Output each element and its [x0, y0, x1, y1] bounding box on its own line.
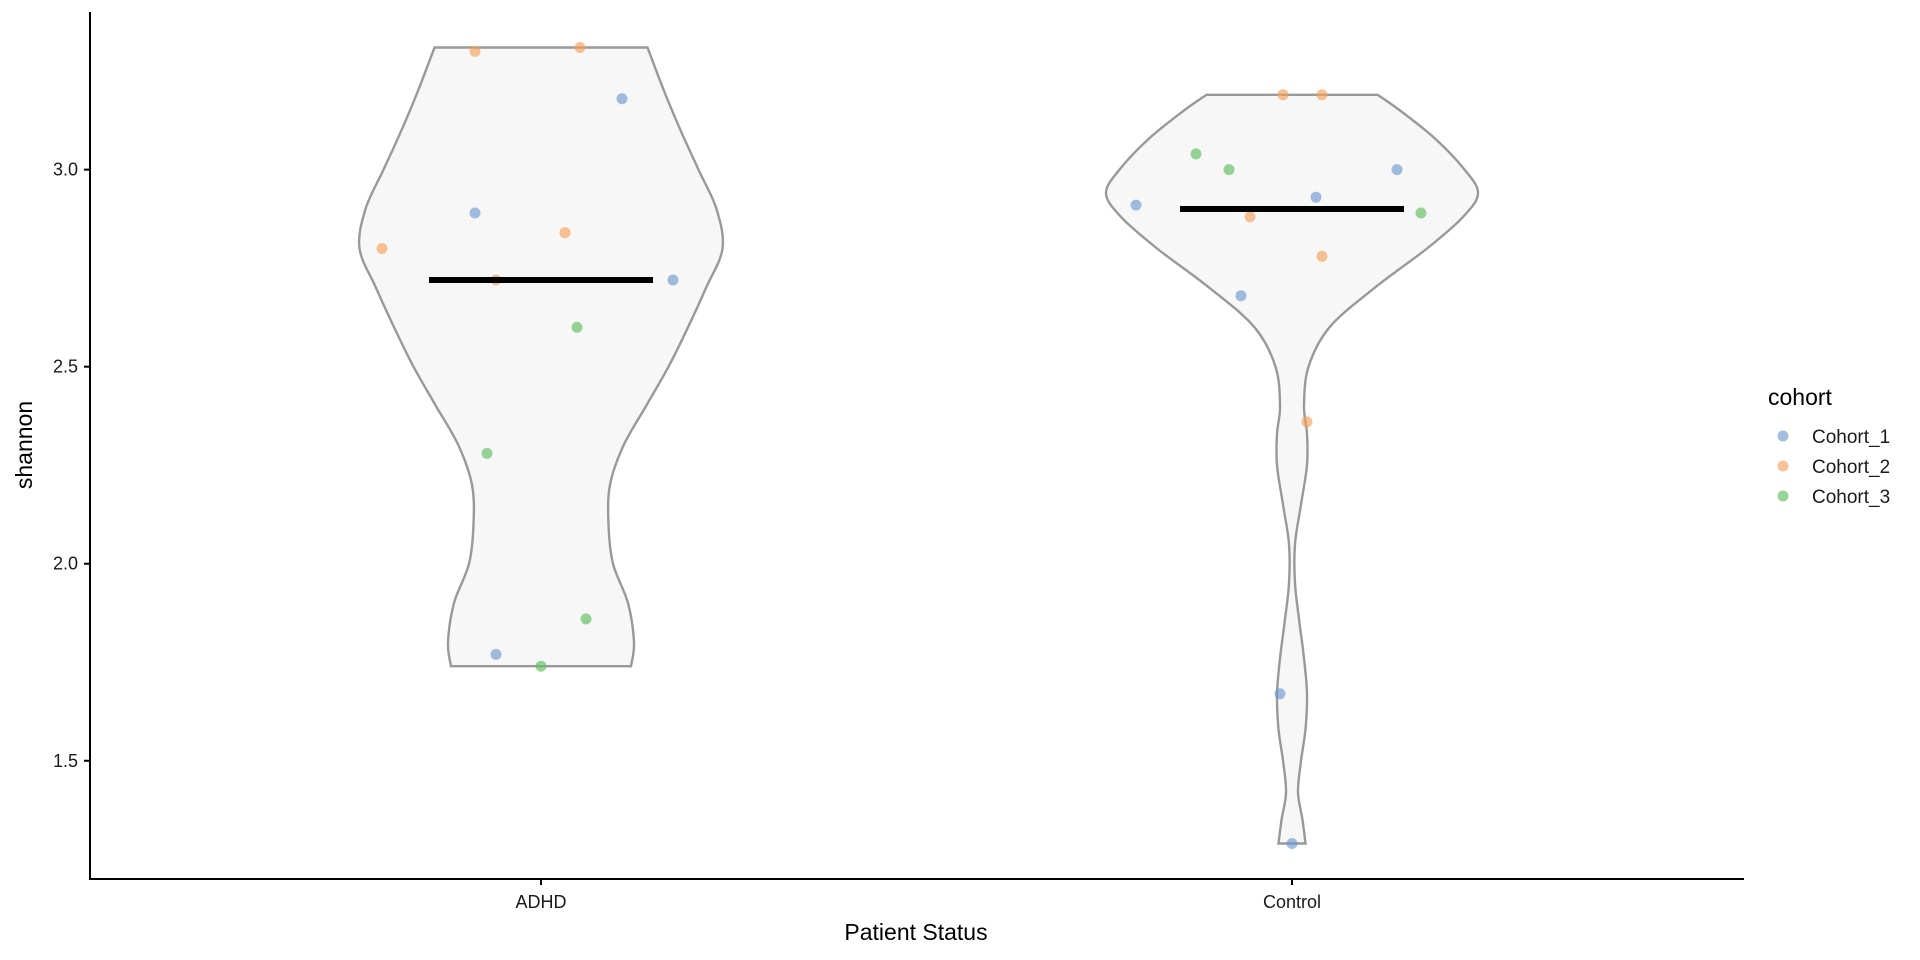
data-point-cohort-1: [490, 648, 502, 660]
violin-control: [1104, 93, 1480, 845]
data-point-cohort-1: [667, 274, 679, 286]
x-ticks: ADHD Control: [515, 879, 1321, 912]
legend-label-cohort-3: Cohort_3: [1812, 487, 1890, 508]
data-point-cohort-3: [1415, 207, 1427, 219]
axes: 1.5 2.0 2.5 3.0 ADHD Control: [53, 12, 1744, 912]
data-point-cohort-1: [1286, 838, 1298, 849]
y-tick-label: 2.5: [53, 357, 78, 377]
x-tick-label-adhd: ADHD: [515, 892, 566, 912]
data-point-cohort-1: [469, 207, 481, 219]
data-point-cohort-3: [1190, 148, 1202, 160]
y-tick-label: 1.5: [53, 751, 78, 771]
data-point-cohort-2: [574, 42, 586, 53]
data-point-cohort-1: [1274, 688, 1286, 700]
data-point-cohort-2: [1301, 416, 1313, 428]
violin-layer: [357, 46, 1480, 845]
legend: cohort Cohort_1 Cohort_2 Cohort_3: [1768, 384, 1890, 508]
data-point-cohort-3: [1223, 164, 1235, 176]
data-point-cohort-1: [1391, 164, 1403, 176]
data-point-cohort-3: [571, 321, 583, 333]
data-point-cohort-3: [580, 613, 592, 625]
legend-key-cohort-2: [1777, 460, 1789, 472]
data-point-cohort-2: [1277, 89, 1289, 101]
data-point-cohort-2: [559, 227, 571, 239]
y-axis-title: shannon: [11, 401, 37, 489]
legend-title: cohort: [1768, 384, 1833, 410]
data-point-cohort-2: [1244, 211, 1256, 223]
x-tick-label-control: Control: [1263, 892, 1321, 912]
data-point-cohort-1: [1130, 199, 1142, 211]
data-point-cohort-1: [616, 93, 628, 105]
y-ticks: 1.5 2.0 2.5 3.0: [53, 160, 90, 771]
data-point-cohort-1: [1235, 290, 1247, 302]
y-tick-label: 3.0: [53, 160, 78, 180]
data-point-cohort-3: [481, 447, 493, 459]
data-point-cohort-2: [1316, 250, 1328, 262]
x-axis-title: Patient Status: [844, 919, 987, 945]
data-point-cohort-2: [1316, 89, 1328, 101]
median-layer: [429, 206, 1404, 283]
data-point-cohort-2: [376, 243, 388, 254]
y-tick-label: 2.0: [53, 554, 78, 574]
data-point-cohort-3: [535, 660, 547, 672]
legend-label-cohort-2: Cohort_2: [1812, 457, 1890, 478]
legend-label-cohort-1: Cohort_1: [1812, 427, 1890, 448]
violin-adhd: [357, 46, 725, 668]
data-point-cohort-1: [1310, 191, 1322, 203]
legend-key-cohort-1: [1777, 430, 1789, 442]
legend-key-cohort-3: [1777, 490, 1789, 502]
data-point-cohort-2: [469, 45, 481, 57]
